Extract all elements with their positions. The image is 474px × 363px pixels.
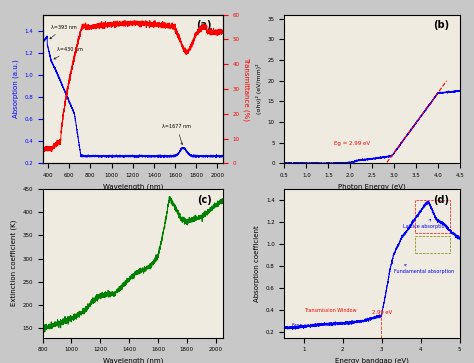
Y-axis label: Transmittance (%): Transmittance (%) bbox=[243, 57, 249, 121]
X-axis label: Photon Energy (eV): Photon Energy (eV) bbox=[338, 184, 406, 190]
Y-axis label: Absorption (a.u.): Absorption (a.u.) bbox=[12, 60, 18, 118]
Text: Free carrier: Free carrier bbox=[292, 323, 320, 327]
Text: (a): (a) bbox=[196, 20, 212, 30]
Text: (c): (c) bbox=[197, 195, 212, 205]
Text: λ=393 nm: λ=393 nm bbox=[50, 25, 77, 39]
Text: (b): (b) bbox=[433, 20, 449, 30]
Bar bbox=[415, 200, 450, 233]
X-axis label: Energy bandgap (eV): Energy bandgap (eV) bbox=[335, 358, 409, 363]
Y-axis label: (αhν)² (eV/mm)²: (αhν)² (eV/mm)² bbox=[256, 64, 262, 114]
Text: Transmission Window: Transmission Window bbox=[304, 308, 356, 313]
Text: λ=1677 nm: λ=1677 nm bbox=[163, 124, 191, 145]
Text: Lattice absorption: Lattice absorption bbox=[403, 219, 448, 229]
X-axis label: Wavelength (nm): Wavelength (nm) bbox=[102, 358, 163, 363]
Text: Fundamental absorption: Fundamental absorption bbox=[393, 265, 454, 274]
Y-axis label: Extinction coefficient (K): Extinction coefficient (K) bbox=[10, 220, 17, 306]
Y-axis label: Absorption coefficient: Absorption coefficient bbox=[255, 225, 260, 302]
X-axis label: Wavelength (nm): Wavelength (nm) bbox=[102, 184, 163, 190]
Bar bbox=[415, 236, 450, 253]
Text: (d): (d) bbox=[433, 195, 449, 205]
Text: Eg = 2.99 eV: Eg = 2.99 eV bbox=[334, 142, 370, 147]
Text: 2.99 eV: 2.99 eV bbox=[372, 310, 392, 315]
Text: λ=430 nm: λ=430 nm bbox=[54, 47, 83, 59]
